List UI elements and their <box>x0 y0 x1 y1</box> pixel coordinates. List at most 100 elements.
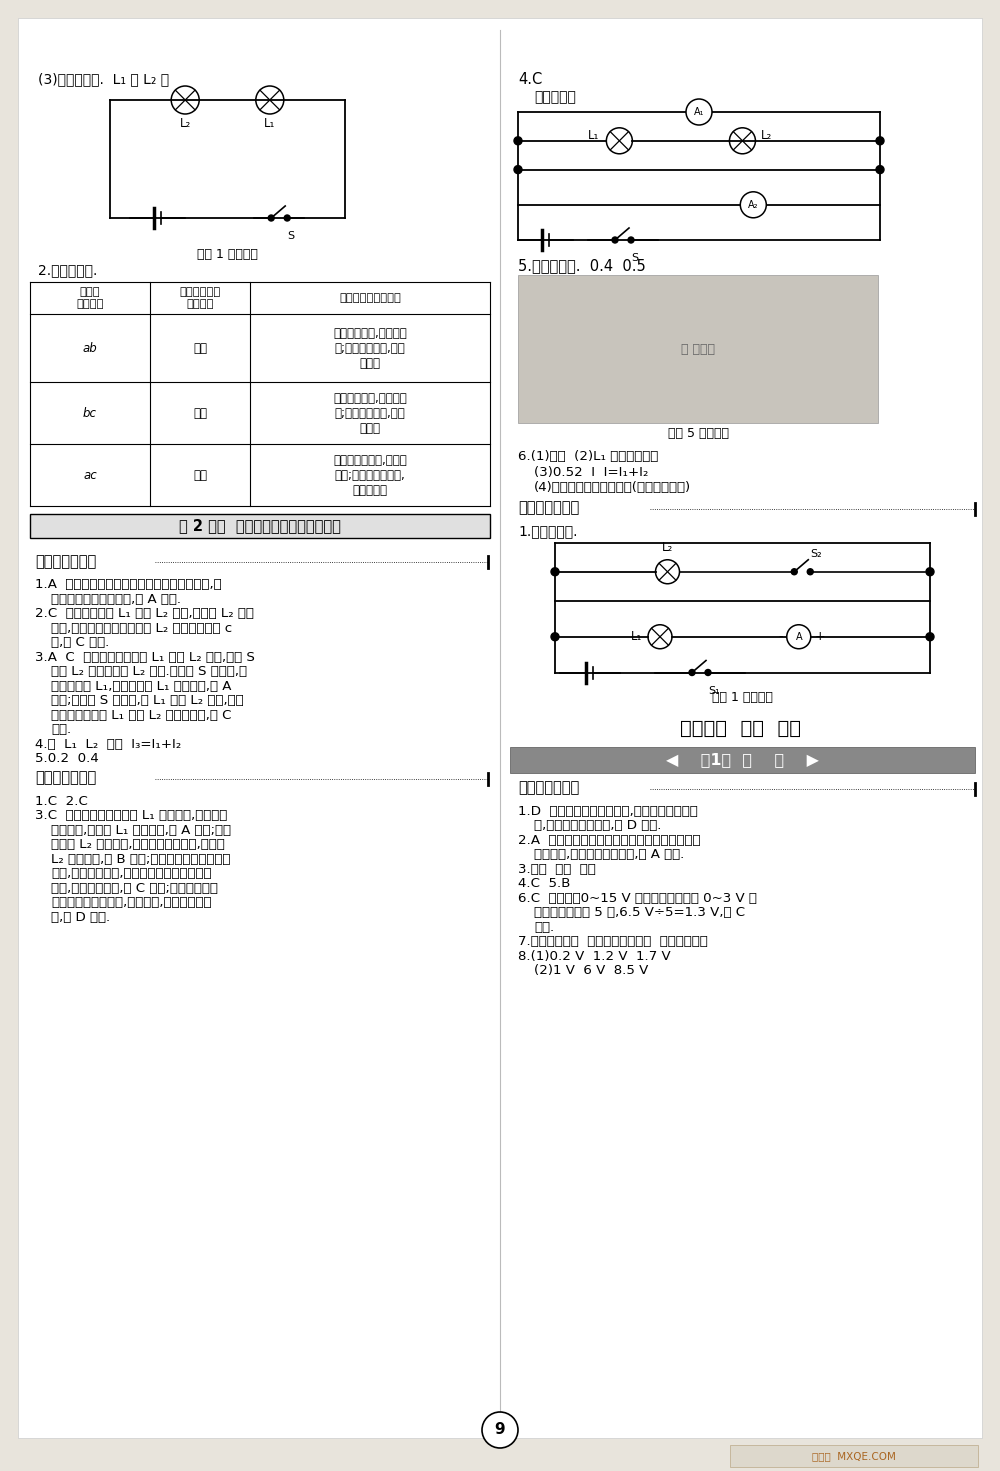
Circle shape <box>612 237 618 243</box>
Text: 第 2 课时  探究并联电路中电流的规律: 第 2 课时 探究并联电路中电流的规律 <box>179 518 341 534</box>
Text: 正确;当开关 S 闭合时,灯 L₁ 与灯 L₂ 并联,电流: 正确;当开关 S 闭合时,灯 L₁ 与灯 L₂ 并联,电流 <box>51 694 244 708</box>
Text: 观察到的现象及结论: 观察到的现象及结论 <box>339 293 401 303</box>
Circle shape <box>705 669 711 675</box>
Text: 电流表示数不变,则灯泡
断路;电流表示数变小,
则灯泡短路: 电流表示数不变,则灯泡 断路;电流表示数变小, 则灯泡短路 <box>333 453 407 497</box>
Text: 6.(1)断开  (2)L₁ 所在支路断路: 6.(1)断开 (2)L₁ 所在支路断路 <box>518 450 658 463</box>
Text: 正确.: 正确. <box>534 921 554 934</box>
Circle shape <box>284 215 290 221</box>
FancyBboxPatch shape <box>518 275 878 424</box>
Text: L₂: L₂ <box>760 129 772 143</box>
Circle shape <box>926 633 934 641</box>
Text: 答案圈  MXQE.COM: 答案圈 MXQE.COM <box>812 1450 896 1461</box>
Text: L₂: L₂ <box>662 541 673 553</box>
Text: 此两盏灯一定是并联的,故 A 正确.: 此两盏灯一定是并联的,故 A 正确. <box>51 593 181 606</box>
Circle shape <box>876 166 884 174</box>
Text: 1.D  【解析】电路中有电源,若电路是不闭合电: 1.D 【解析】电路中有电源,若电路是不闭合电 <box>518 805 698 818</box>
Circle shape <box>876 137 884 144</box>
Text: L₂ 不会发光,故 B 错误;如果电流表使用的量程: L₂ 不会发光,故 B 错误;如果电流表使用的量程 <box>51 853 230 865</box>
Text: 正确.: 正确. <box>51 724 71 736</box>
Text: 电流表有示数,则灯泡短
路;电流表无示数,则灯
泡断路: 电流表有示数,则灯泡短 路;电流表无示数,则灯 泡断路 <box>333 327 407 369</box>
Text: ac: ac <box>83 468 97 481</box>
FancyBboxPatch shape <box>30 513 490 538</box>
Text: L₁: L₁ <box>588 129 599 143</box>
Text: 4.C: 4.C <box>518 72 542 87</box>
Text: 表在干路中测灯 L₁ 与灯 L₂ 中的总电流,故 C: 表在干路中测灯 L₁ 与灯 L₂ 中的总电流,故 C <box>51 709 232 721</box>
Text: 【拓展创新练】: 【拓展创新练】 <box>518 500 579 515</box>
Circle shape <box>514 137 522 144</box>
FancyBboxPatch shape <box>510 746 975 772</box>
Text: （第 1 题答图）: （第 1 题答图） <box>197 249 258 260</box>
FancyBboxPatch shape <box>730 1445 978 1467</box>
Circle shape <box>628 237 634 243</box>
Text: 正、负接线柱接反了,闭合开关,指针会向左偏: 正、负接线柱接反了,闭合开关,指针会向左偏 <box>51 896 212 909</box>
Circle shape <box>268 215 274 221</box>
Text: (2)1 V  6 V  8.5 V: (2)1 V 6 V 8.5 V <box>534 964 648 977</box>
Text: 转,故 D 错误.: 转,故 D 错误. <box>51 911 110 924</box>
Circle shape <box>791 569 797 575</box>
Text: (3)0.52  I  I=I₁+I₂: (3)0.52 I I=I₁+I₂ <box>534 465 648 478</box>
Text: 电流表
接入位置: 电流表 接入位置 <box>76 287 104 309</box>
Text: 正确的图为: 正确的图为 <box>534 90 576 104</box>
Circle shape <box>926 568 934 575</box>
Text: 路,则电路中没有电流,故 D 错误.: 路,则电路中没有电流,故 D 错误. <box>534 819 662 833</box>
Text: 程读出的示数的 5 倍,6.5 V÷5=1.3 V,故 C: 程读出的示数的 5 倍,6.5 V÷5=1.3 V,故 C <box>534 906 745 919</box>
Text: 4.并  L₁  L₂  干路  I₃=I₁+I₂: 4.并 L₁ L₂ 干路 I₃=I₁+I₂ <box>35 737 181 750</box>
Text: 形成电流,否则不能形成电流,故 A 错误.: 形成电流,否则不能形成电流,故 A 错误. <box>534 847 684 861</box>
Text: 右侧,超过最大刻度,故 C 正确;如果电流表的: 右侧,超过最大刻度,故 C 正确;如果电流表的 <box>51 881 218 894</box>
Text: 8.(1)0.2 V  1.2 V  1.7 V: 8.(1)0.2 V 1.2 V 1.7 V <box>518 949 671 962</box>
Text: S: S <box>287 231 294 241</box>
Text: 电流,则电流表必须串联在灯 L₂ 所在支路中的 c: 电流,则电流表必须串联在灯 L₂ 所在支路中的 c <box>51 622 232 634</box>
Text: S: S <box>631 253 638 263</box>
Text: 📷 实物图: 📷 实物图 <box>681 343 715 356</box>
Circle shape <box>514 166 522 174</box>
Circle shape <box>689 669 695 675</box>
Text: 开关的闭合、
断开情况: 开关的闭合、 断开情况 <box>179 287 221 309</box>
Text: 5.如答图所示.  0.4  0.5: 5.如答图所示. 0.4 0.5 <box>518 257 646 274</box>
Circle shape <box>787 625 811 649</box>
Text: 【基础巩固练】: 【基础巩固练】 <box>518 781 579 796</box>
Text: 路中只有灯 L₁,电流表测灯 L₁ 中的电流,故 A: 路中只有灯 L₁,电流表测灯 L₁ 中的电流,故 A <box>51 680 231 693</box>
Text: 断开: 断开 <box>193 341 207 355</box>
Circle shape <box>740 191 766 218</box>
Text: 太小,因为电流较大,所以指针会迅速偏转到最: 太小,因为电流较大,所以指针会迅速偏转到最 <box>51 866 212 880</box>
Text: （第 5 题答图）: （第 5 题答图） <box>668 427 728 440</box>
Text: 闭合: 闭合 <box>193 468 207 481</box>
Text: 【能力提升练】: 【能力提升练】 <box>35 771 96 786</box>
Text: (4)改变电源电压继续实验(答案合理即可): (4)改变电源电压继续实验(答案合理即可) <box>534 481 691 494</box>
Text: (3)如答图所示.  L₁ 比 L₂ 亮: (3)如答图所示. L₁ 比 L₂ 亮 <box>38 72 169 85</box>
Text: 闭合: 闭合 <box>193 406 207 419</box>
Text: （第 1 题答图）: （第 1 题答图） <box>712 690 773 703</box>
Text: 6.C  【解析】0~15 V 量程读出的示数为 0~3 V 量: 6.C 【解析】0~15 V 量程读出的示数为 0~3 V 量 <box>518 891 757 905</box>
Text: 5.0.2  0.4: 5.0.2 0.4 <box>35 752 99 765</box>
Text: L₁: L₁ <box>264 118 275 129</box>
Text: 7.所用量程过小  正、负接线柱接反  所用量程过大: 7.所用量程过小 正、负接线柱接反 所用量程过大 <box>518 936 708 947</box>
Circle shape <box>482 1412 518 1447</box>
Text: bc: bc <box>83 406 97 419</box>
Text: 2.C  【解析】因灯 L₁ 与灯 L₂ 并联,要测灯 L₂ 中的: 2.C 【解析】因灯 L₁ 与灯 L₂ 并联,要测灯 L₂ 中的 <box>35 608 254 619</box>
Text: 点,故 C 正确.: 点,故 C 正确. <box>51 635 109 649</box>
Text: 1.A  【解析】通过甲、乙两盏灯的电流不相等,因: 1.A 【解析】通过甲、乙两盏灯的电流不相等,因 <box>35 578 222 591</box>
Text: -: - <box>778 630 783 643</box>
Text: 4.C  5.B: 4.C 5.B <box>518 877 570 890</box>
Text: S₂: S₂ <box>810 549 822 559</box>
Text: L₁: L₁ <box>631 630 642 643</box>
Text: 3.电压  电压  电源: 3.电压 电压 电源 <box>518 862 596 875</box>
Text: +: + <box>815 630 825 643</box>
Text: 2.A  【解析】导体中的自由电荷要定向移动才能: 2.A 【解析】导体中的自由电荷要定向移动才能 <box>518 834 700 846</box>
Text: A₂: A₂ <box>748 200 759 210</box>
Text: ◀    第1节  电    压    ▶: ◀ 第1节 电 压 ▶ <box>666 752 818 766</box>
Text: S₁: S₁ <box>708 685 720 696</box>
Text: 2.如下表所示.: 2.如下表所示. <box>38 263 97 277</box>
Text: 第十六章  电压  电阻: 第十六章 电压 电阻 <box>680 718 800 737</box>
Text: 3.C  【解析】如果小灯泡 L₁ 发生短路,电路中的: 3.C 【解析】如果小灯泡 L₁ 发生短路,电路中的 <box>35 809 227 822</box>
Circle shape <box>807 569 813 575</box>
Text: 电流表有示数,则灯泡断
路;电流表无示数,则灯
泡短路: 电流表有示数,则灯泡断 路;电流表无示数,则灯 泡短路 <box>333 391 407 434</box>
FancyBboxPatch shape <box>18 18 982 1439</box>
Text: 3.A  C  【解析】题图中灯 L₁ 与灯 L₂ 并联,开关 S: 3.A C 【解析】题图中灯 L₁ 与灯 L₂ 并联,开关 S <box>35 650 255 663</box>
Text: 电流很大,小灯泡 L₁ 不会发光,故 A 错误;如果: 电流很大,小灯泡 L₁ 不会发光,故 A 错误;如果 <box>51 824 231 837</box>
Text: L₂: L₂ <box>180 118 191 129</box>
Text: 与灯 L₂ 中联控制灯 L₂ 支路.当开关 S 断开时,电: 与灯 L₂ 中联控制灯 L₂ 支路.当开关 S 断开时,电 <box>51 665 247 678</box>
Text: 9: 9 <box>495 1422 505 1437</box>
Text: ab: ab <box>83 341 97 355</box>
Text: 小灯泡 L₂ 发生短路,电路中的电流很大,小灯泡: 小灯泡 L₂ 发生短路,电路中的电流很大,小灯泡 <box>51 838 225 852</box>
